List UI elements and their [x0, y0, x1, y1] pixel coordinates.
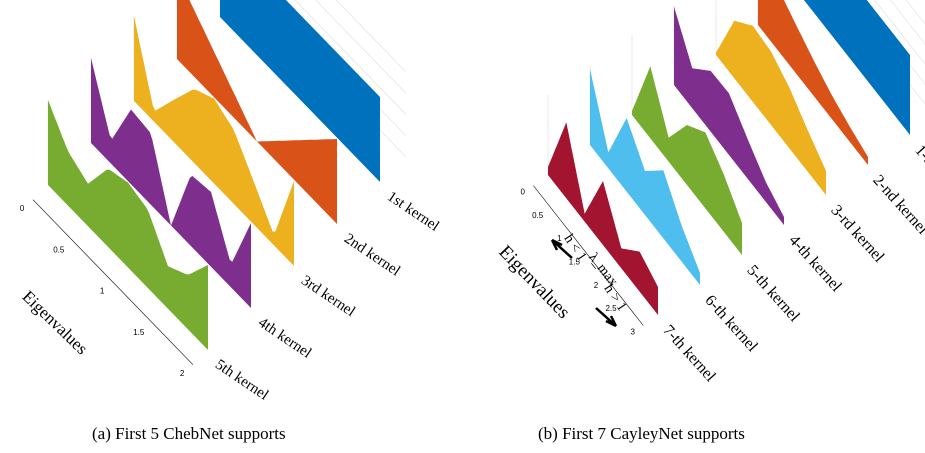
kernel-label-4: 4-th kernel	[785, 232, 845, 296]
kernel-slice-5	[48, 100, 208, 350]
eigen-tick-label: 0	[20, 204, 25, 213]
kernel-label-1: 1-st kernel	[911, 142, 925, 204]
kernel-slice-5	[632, 66, 742, 255]
kernel-label-2: 2nd kernel	[341, 231, 403, 280]
eigen-tick-label: 2.5	[605, 304, 617, 313]
eigen-tick-label: 0	[520, 188, 525, 197]
kernel-slice-1	[803, 0, 910, 135]
gridline	[889, 0, 925, 45]
kernel-label-4: 4th kernel	[255, 315, 314, 362]
kernel-slice-6	[590, 69, 700, 285]
eigen-axis-label: Eigenvalues	[494, 241, 574, 322]
eigen-axis-label: Eigenvalues	[19, 287, 92, 358]
kernel-slice-3	[716, 20, 826, 196]
kernel-label-1: 1st kernel	[384, 189, 442, 235]
kernel-label-3: 3-rd kernel	[827, 202, 887, 266]
kernel-label-7: 7-th kernel	[659, 322, 719, 386]
kernel-slice-4	[674, 6, 784, 225]
caption-cayleynet: (b) First 7 CayleyNet supports	[538, 424, 745, 443]
gridline	[905, 0, 925, 25]
caption-chebnet: (a) First 5 ChebNet supports	[92, 424, 286, 443]
eigen-tick-label: 1	[100, 287, 105, 296]
eigen-axis-line	[32, 199, 194, 365]
kernel-label-5: 5th kernel	[212, 357, 271, 404]
kernel-slice-2	[758, 0, 868, 165]
eigen-tick-label: 2	[180, 369, 185, 378]
eigen-tick-label: 1.5	[133, 328, 145, 337]
eigen-tick-label: 3	[630, 328, 635, 337]
eigen-tick-label: 1.5	[569, 258, 581, 267]
eigen-tick-label: 1	[557, 234, 562, 243]
eigen-annotation: h < 1	[561, 232, 590, 264]
gridline	[315, 0, 407, 94]
eigen-axis-line	[533, 185, 644, 326]
eigen-tick-label: 2	[594, 281, 599, 290]
kernel-slice-4	[91, 58, 251, 308]
kernel-slice-2	[177, 0, 337, 224]
kernel-label-2: 2-nd kernel	[869, 172, 925, 238]
kernel-label-5: 5-th kernel	[743, 262, 803, 326]
kernel-slice-3	[134, 16, 294, 266]
gridline	[294, 0, 407, 115]
kernel-label-3: 3rd kernel	[298, 273, 358, 321]
eigen-tick-label: 0.5	[532, 211, 544, 220]
kernel-label-6: 6-th kernel	[701, 292, 761, 356]
kernel-slice-1	[220, 0, 380, 182]
eigen-tick-label: 0.5	[53, 245, 65, 254]
kernel-slice-7	[548, 122, 658, 315]
arrow-up-left-icon	[550, 238, 573, 259]
gridline	[335, 0, 407, 73]
arrow-down-right-icon	[595, 307, 618, 328]
gridline	[874, 0, 925, 65]
